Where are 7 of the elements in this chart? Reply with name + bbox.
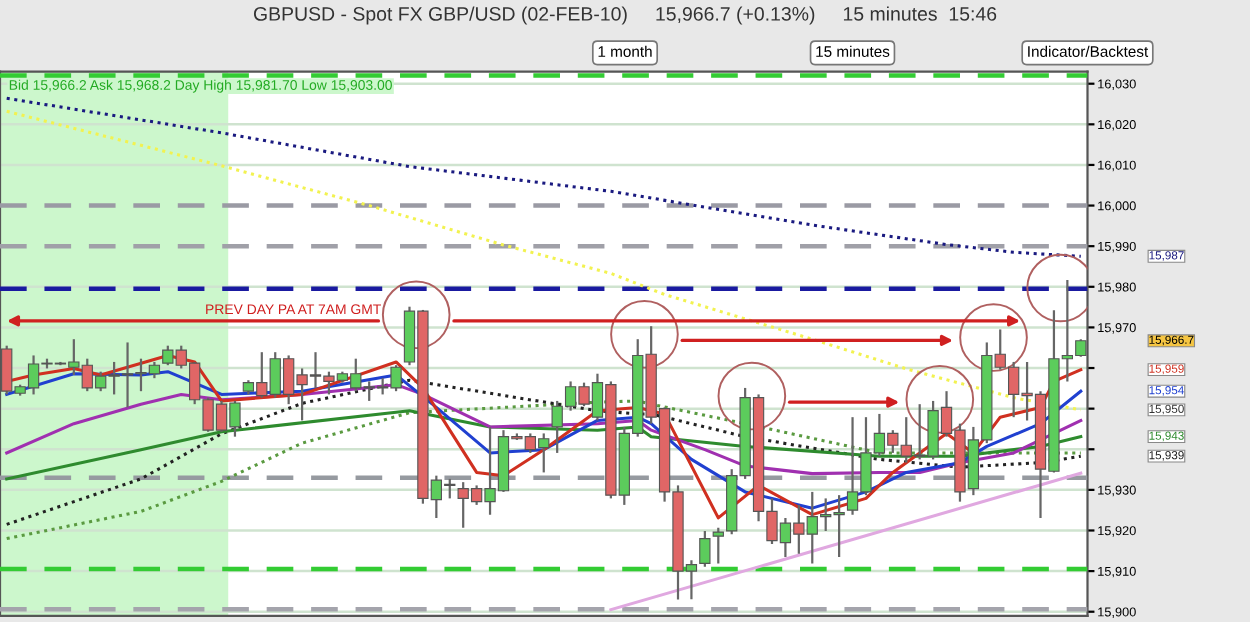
- candlestick: [699, 529, 711, 568]
- line-series: [5, 409, 1083, 481]
- line-series: [5, 370, 1083, 510]
- line-series: [5, 383, 1083, 476]
- chart-title: GBPUSD - Spot FX GBP/USD (02-FEB-10) 15,966.7 (+0.13%) 15 minutes 15:46: [253, 6, 997, 25]
- line-series: [5, 109, 1083, 412]
- line-series: [5, 378, 1083, 526]
